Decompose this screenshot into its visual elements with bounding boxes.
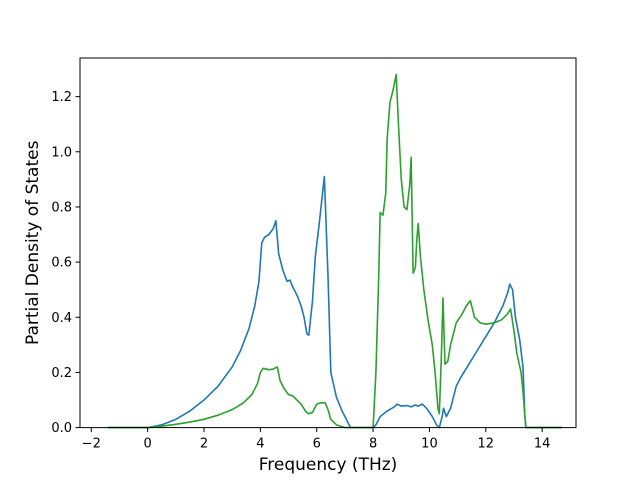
x-tick-label: 0 [143,437,151,452]
x-tick-label: −2 [82,437,101,452]
y-axis-title: Partial Density of States [23,140,43,345]
x-tick-label: 12 [478,437,495,452]
plot-frame [79,57,577,429]
x-axis-title: Frequency (THz) [259,455,398,475]
y-tick-label: 0.0 [51,421,72,436]
series-line-1 [108,175,562,429]
ticks-layer: −2 0 2 4 6 8 10 12 14 0.0 0.2 0.4 0.6 0.8 1.0 1.2 [51,90,550,451]
x-tick-label: 4 [256,437,264,452]
y-tick-label: 1.0 [51,145,72,160]
series-line-2 [108,73,562,429]
y-tick-label: 0.2 [51,366,72,381]
y-tick-label: 0.8 [51,200,72,215]
x-tick-label: 2 [200,437,208,452]
y-tick-label: 0.4 [51,311,72,326]
y-tick-label: 0.6 [51,256,72,271]
x-tick-label: 10 [421,437,438,452]
x-tick-label: 8 [369,437,377,452]
x-tick-label: 6 [313,437,321,452]
x-tick-label: 14 [534,437,551,452]
series-layer [108,73,562,429]
y-tick-label: 1.2 [51,90,72,105]
